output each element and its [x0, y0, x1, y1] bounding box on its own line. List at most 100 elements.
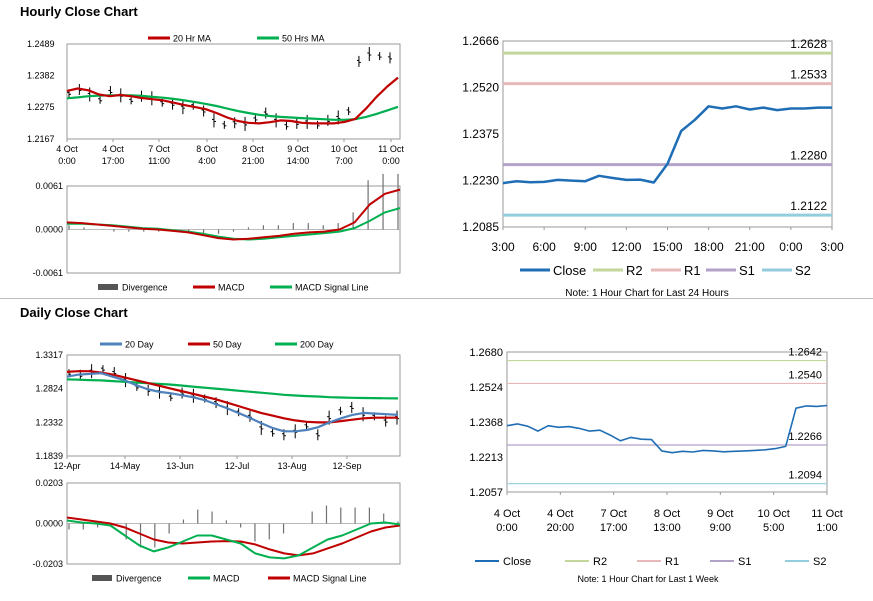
daily-pivot-xtick-time-6: 1:00	[816, 522, 837, 534]
daily-pivot-xtick-time-1: 20:00	[547, 522, 575, 534]
hourly-price-xtick-time-4: 21:00	[242, 156, 265, 166]
hourly-pivot-note: Note: 1 Hour Chart for Last 24 Hours	[565, 288, 728, 299]
hourly-price-xtick-date-5: 9 Oct	[287, 144, 309, 154]
daily-price-ma20-line	[66, 372, 399, 433]
hourly-pivot-ytick-0: 1.2666	[462, 34, 499, 48]
hourly-price-xtick-date-0: 4 Oct	[56, 144, 78, 154]
daily-price-ytick-3: 1.1839	[35, 451, 63, 461]
daily-section-title: Daily Close Chart	[20, 305, 128, 320]
hourly-price-xtick-date-3: 8 Oct	[196, 144, 218, 154]
daily-pivot-xtick-time-4: 9:00	[710, 522, 731, 534]
hourly-pivot-ytick-4: 1.2085	[462, 220, 499, 234]
daily-macd-legend-signal-label: MACD Signal Line	[293, 574, 367, 584]
hourly-macd-legend-divergence-swatch	[98, 284, 118, 290]
daily-macd-ytick-2: -0.0203	[32, 559, 63, 569]
daily-price-xtick-1: 14-May	[110, 461, 141, 471]
hourly-pivot-ytick-3: 1.2230	[462, 174, 499, 188]
hourly-price-xtick-date-7: 11 Oct	[378, 144, 404, 154]
daily-pivot-xtick-date-3: 8 Oct	[654, 508, 680, 520]
daily-pivot-xtick-time-5: 5:00	[763, 522, 784, 534]
daily-pivot-level-label-r1: 1.2540	[788, 369, 822, 381]
daily-pivot-ytick-1: 1.2524	[469, 382, 503, 394]
hourly-price-xtick-date-4: 8 Oct	[242, 144, 264, 154]
hourly-pivot-xtick-7: 0:00	[779, 240, 803, 254]
daily-price-ytick-0: 1.3317	[35, 350, 63, 360]
daily-pivot-legend-close-label: Close	[503, 556, 531, 568]
hourly-pivot-xtick-6: 21:00	[735, 240, 765, 254]
daily-price-ma50-line	[66, 370, 398, 424]
daily-macd-line	[66, 519, 401, 560]
hourly-pivot-legend-s1-label: S1	[739, 263, 755, 278]
hourly-pivot-xtick-5: 18:00	[694, 240, 724, 254]
section-divider	[0, 298, 873, 299]
hourly-pivot-level-label-r1: 1.2533	[790, 68, 827, 82]
daily-pivot-level-label-s2: 1.2094	[788, 470, 822, 482]
hourly-pivot-level-label-s1: 1.2280	[790, 149, 827, 163]
daily-pivot-xtick-date-0: 4 Oct	[494, 508, 520, 520]
daily-pivot-legend-r1-label: R1	[665, 556, 679, 568]
hourly-price-xtick-time-2: 11:00	[148, 156, 170, 166]
hourly-pivot-ytick-1: 1.2520	[462, 81, 499, 95]
daily-pivot-close-line	[506, 404, 828, 454]
hourly-pivot-legend-s2-label: S2	[795, 263, 811, 278]
hourly-price-xtick-date-6: 10 Oct	[331, 144, 358, 154]
hourly-macd-legend-divergence-label: Divergence	[122, 283, 168, 293]
hourly-pivot-legend-r2-label: R2	[626, 263, 643, 278]
daily-pivot-ytick-4: 1.2057	[469, 487, 503, 499]
daily-pivot-legend-r2-label: R2	[593, 556, 607, 568]
hourly-pivot-xtick-8: 3:00	[820, 240, 844, 254]
hourly-price-ytick-3: 1.2167	[27, 134, 55, 144]
daily-price-xtick-3: 12-Jul	[225, 461, 250, 471]
hourly-section-title: Hourly Close Chart	[20, 4, 138, 19]
hourly-price-frame	[66, 43, 401, 140]
daily-pivot-level-label-s1: 1.2266	[788, 431, 822, 443]
daily-pivot-xtick-time-0: 0:00	[496, 522, 517, 534]
hourly-price-xtick-date-2: 7 Oct	[148, 144, 170, 154]
daily-pivot-xtick-time-2: 17:00	[600, 522, 628, 534]
daily-pivot-xtick-date-4: 9 Oct	[707, 508, 733, 520]
daily-price-xtick-2: 13-Jun	[166, 461, 194, 471]
daily-pivot-note: Note: 1 Hour Chart for Last 1 Week	[578, 574, 719, 584]
daily-pivot-legend-s1-label: S1	[738, 556, 751, 568]
hourly-macd-legend-signal-label: MACD Signal Line	[295, 283, 369, 293]
hourly-price-ytick-2: 1.2275	[27, 102, 55, 112]
daily-price-xtick-4: 13-Aug	[277, 461, 306, 471]
daily-macd-ytick-0: 0.0203	[35, 478, 63, 488]
daily-pivot-ytick-3: 1.2213	[469, 452, 503, 464]
hourly-macd-line	[66, 188, 401, 241]
daily-legend-ma20-label: 20 Day	[125, 340, 154, 350]
daily-macd-ytick-1: 0.0000	[35, 519, 63, 529]
hourly-macd-ytick-1: 0.0000	[35, 225, 63, 235]
daily-price-frame	[66, 354, 401, 457]
daily-macd-legend-macd-label: MACD	[213, 574, 240, 584]
hourly-pivot-frame	[502, 40, 833, 228]
hourly-pivot-level-label-s2: 1.2122	[790, 199, 827, 213]
hourly-pivot-close-line	[502, 105, 832, 185]
daily-pivot-xtick-date-2: 7 Oct	[601, 508, 627, 520]
hourly-price-xtick-time-6: 7:00	[335, 156, 353, 166]
daily-pivot-frame	[506, 351, 828, 493]
daily-price-xtick-5: 12-Sep	[332, 461, 361, 471]
daily-pivot-xtick-time-3: 13:00	[653, 522, 681, 534]
hourly-pivot-legend-close-label: Close	[553, 263, 586, 278]
hourly-macd-legend-macd-label: MACD	[218, 283, 245, 293]
daily-pivot-ytick-0: 1.2680	[469, 347, 503, 359]
daily-pivot-legend-s2-label: S2	[813, 556, 826, 568]
hourly-price-xtick-date-1: 4 Oct	[102, 144, 124, 154]
daily-legend-ma200-label: 200 Day	[300, 340, 334, 350]
daily-macd-legend-divergence-swatch	[92, 575, 112, 581]
daily-pivot-level-label-r2: 1.2642	[788, 347, 822, 359]
hourly-price-ma20-line	[66, 76, 399, 125]
hourly-legend-ma20-label: 20 Hr MA	[173, 34, 211, 44]
hourly-price-xtick-time-5: 14:00	[287, 156, 310, 166]
daily-price-ytick-2: 1.2332	[35, 417, 63, 427]
hourly-pivot-ytick-2: 1.2375	[462, 127, 499, 141]
hourly-pivot-xtick-1: 6:00	[532, 240, 556, 254]
hourly-price-xtick-time-0: 0:00	[58, 156, 76, 166]
hourly-legend-ma50-label: 50 Hrs MA	[282, 34, 325, 44]
daily-pivot-ytick-2: 1.2368	[469, 417, 503, 429]
daily-macd-legend-divergence-label: Divergence	[116, 574, 162, 584]
daily-pivot-xtick-date-5: 10 Oct	[757, 508, 789, 520]
hourly-pivot-level-label-r2: 1.2628	[790, 37, 827, 51]
